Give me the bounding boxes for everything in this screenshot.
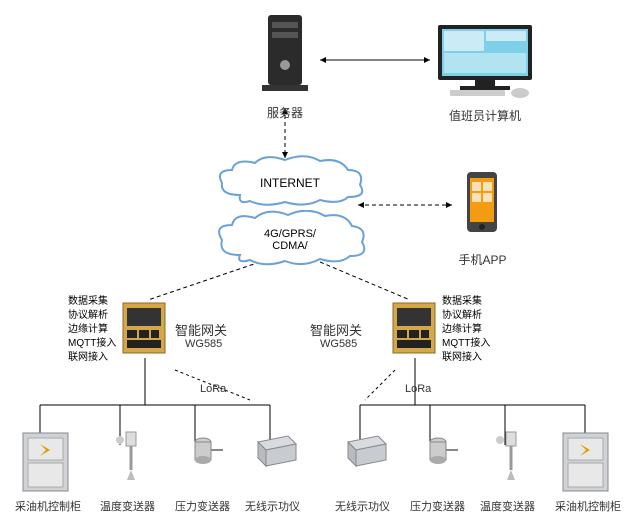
device-label: 采油机控制柜 [15,498,81,514]
lora-left-label: LoRa [200,383,226,395]
gateway-feature: 协议解析 [442,309,490,323]
device-label: 压力变送器 [410,498,465,514]
gateway-right-features: 数据采集协议解析边缘计算MQTT接入联网接入 [442,295,490,365]
phone-node: 手机APP [455,170,510,268]
gateway-left-model: WG585 [185,338,222,350]
gateway-feature: 协议解析 [68,309,116,323]
gateway-feature: 边缘计算 [68,323,116,337]
internet-cloud: INTERNET [210,155,370,215]
diagram-canvas: 服务器 值班员计算机 手机APP [0,0,625,520]
device-label: 温度变送器 [100,498,155,514]
gateway-feature: MQTT接入 [68,337,116,351]
cellular-cloud: 4G/GPRS/ CDMA/ [210,210,370,275]
device-label: 采油机控制柜 [555,498,621,514]
gateway-feature: 数据采集 [442,295,490,309]
server-node: 服务器 [250,10,320,121]
gateway-right-title: 智能网关 [310,320,362,339]
device-cabinet [15,430,75,500]
gateway-right-model: WG585 [320,338,357,350]
device-cabinet [555,430,615,500]
device-cylinder [175,430,235,480]
server-label: 服务器 [250,104,320,121]
device-label: 无线示功仪 [245,498,300,514]
pc-label: 值班员计算机 [420,107,550,124]
device-label: 压力变送器 [175,498,230,514]
device-label: 温度变送器 [480,498,535,514]
gateway-left-title: 智能网关 [175,320,227,339]
internet-label: INTERNET [210,155,370,210]
gateway-feature: 联网接入 [442,351,490,365]
device-probe [480,430,540,490]
gateway-left-features: 数据采集协议解析边缘计算MQTT接入联网接入 [68,295,116,365]
monitor-icon [420,20,550,98]
phone-icon [455,170,510,242]
gateway-feature: 联网接入 [68,351,116,365]
gateway-left [120,300,168,363]
server-icon [250,10,320,95]
gateway-feature: 边缘计算 [442,323,490,337]
gateway-icon [390,300,438,358]
gateway-icon [120,300,168,358]
device-box [335,430,395,475]
cellular-label: 4G/GPRS/ CDMA/ [210,210,370,270]
phone-label: 手机APP [455,251,510,268]
pc-node: 值班员计算机 [420,20,550,124]
device-probe [100,430,160,490]
lora-right-label: LoRa [405,383,431,395]
device-cylinder [410,430,470,480]
gateway-feature: MQTT接入 [442,337,490,351]
device-box [245,430,305,475]
gateway-feature: 数据采集 [68,295,116,309]
gateway-right [390,300,438,363]
device-label: 无线示功仪 [335,498,390,514]
